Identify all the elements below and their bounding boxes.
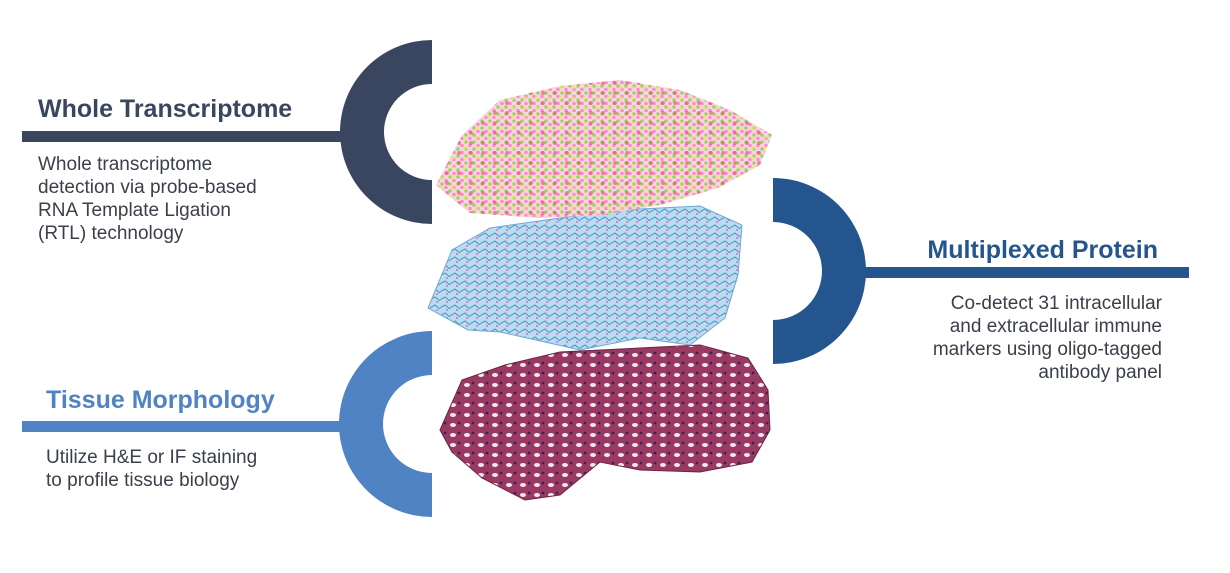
tissue-morphology-arc-icon bbox=[339, 331, 432, 517]
tissue-morphology-description: Utilize H&E or IF staining to profile ti… bbox=[46, 446, 346, 492]
description-line: Co-detect 31 intracellular bbox=[950, 293, 1162, 314]
multiplexed-protein-description: Co-detect 31 intracellular and extracell… bbox=[842, 292, 1162, 384]
description-line: antibody panel bbox=[1038, 362, 1162, 383]
description-line: to profile tissue biology bbox=[46, 470, 240, 491]
description-line: markers using oligo-tagged bbox=[932, 339, 1162, 360]
description-line: Utilize H&E or IF staining bbox=[46, 447, 258, 468]
description-line: detection via probe-based bbox=[38, 177, 257, 198]
description-line: (RTL) technology bbox=[38, 223, 184, 244]
tissue-morphology-connector-line bbox=[22, 421, 352, 432]
whole-transcriptome-arc-icon bbox=[340, 40, 432, 224]
multiplexed-protein-connector-line bbox=[840, 267, 1189, 278]
spot-grid-layer-icon bbox=[436, 80, 772, 218]
description-line: RNA Template Ligation bbox=[38, 200, 231, 221]
description-line: and extracellular immune bbox=[949, 316, 1162, 337]
whole-transcriptome-connector-line bbox=[22, 131, 352, 142]
multiplexed-protein-title: Multiplexed Protein bbox=[927, 236, 1158, 264]
description-line: Whole transcriptome bbox=[38, 154, 213, 175]
multiplexed-protein-arc-icon bbox=[773, 178, 866, 364]
whole-transcriptome-description: Whole transcriptome detection via probe-… bbox=[38, 153, 338, 245]
he-stained-tissue-layer-icon bbox=[439, 344, 771, 501]
tissue-morphology-title: Tissue Morphology bbox=[46, 386, 275, 414]
whole-transcriptome-title: Whole Transcriptome bbox=[38, 95, 293, 123]
if-stained-tissue-layer-icon bbox=[427, 205, 743, 351]
